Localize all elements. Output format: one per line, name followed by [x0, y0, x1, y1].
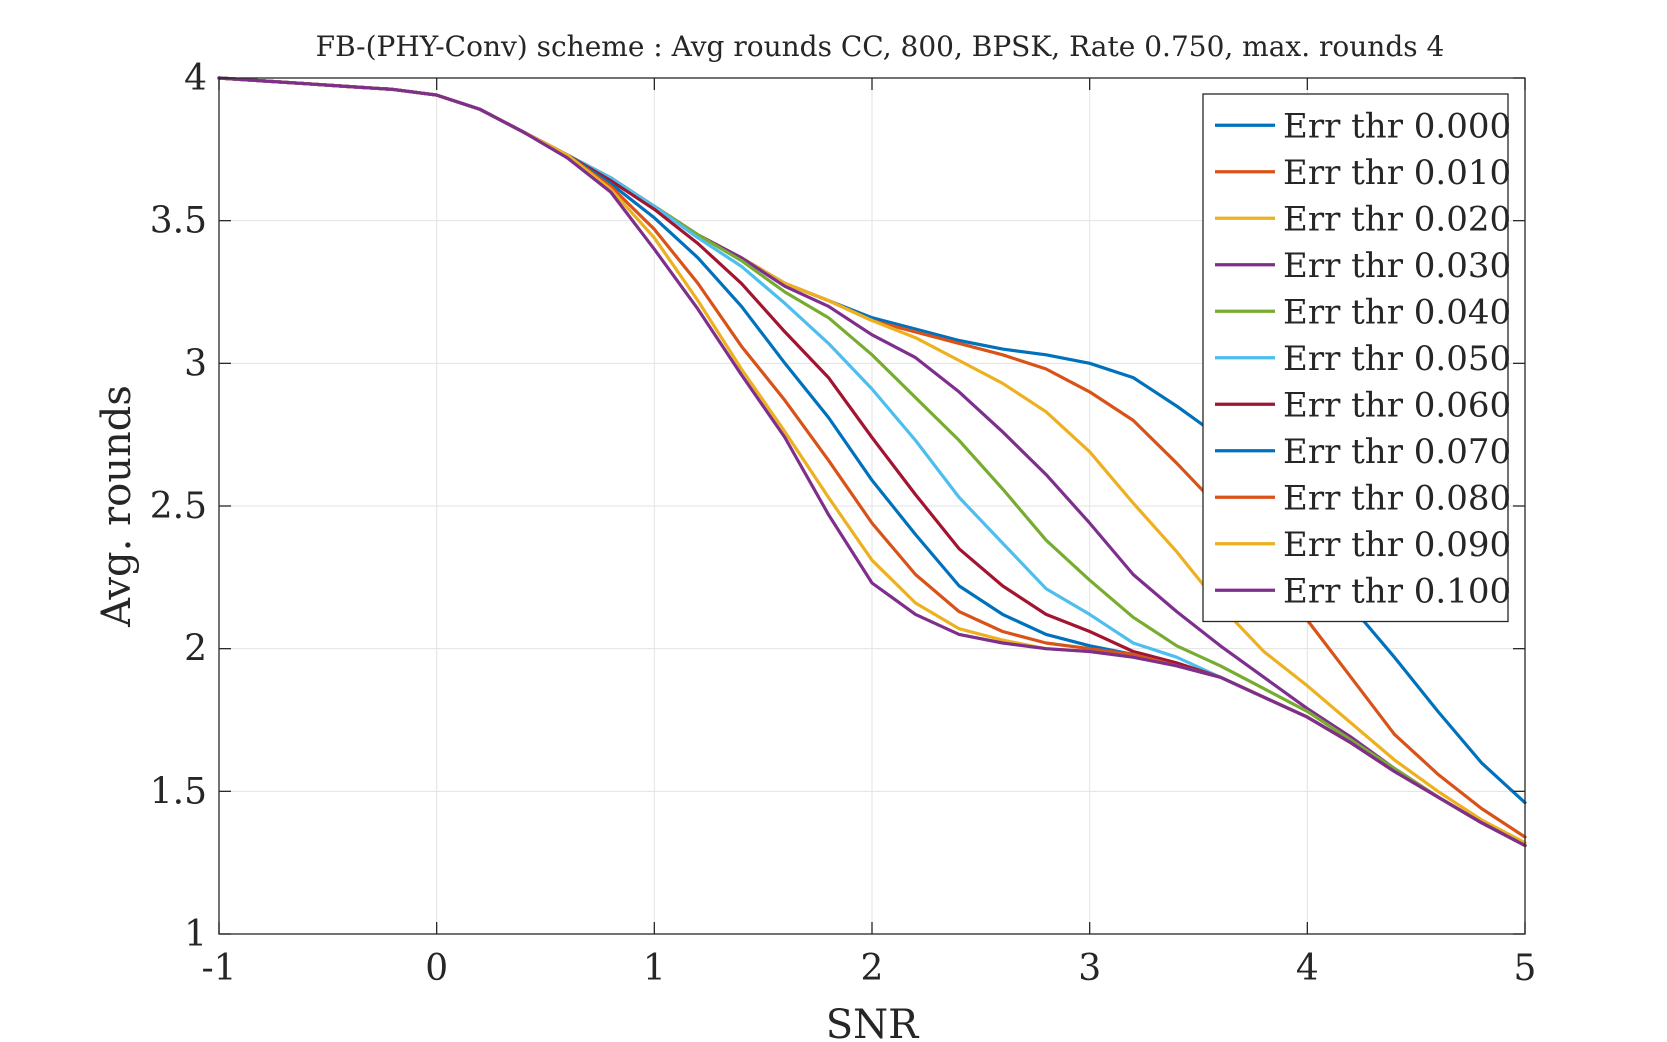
- y-tick-label: 1.5: [150, 771, 207, 812]
- y-tick-label: 4: [184, 58, 207, 99]
- y-tick-label: 1: [184, 914, 207, 955]
- legend-label: Err thr 0.070: [1283, 432, 1511, 472]
- axis-ticks: -1 0 1 2 3 4 5 1 1.5 2 2.5 3 3.5 4: [150, 58, 1537, 989]
- legend: Err thr 0.000 Err thr 0.010 Err thr 0.020 E…: [1202, 93, 1511, 623]
- x-tick-label: 1: [643, 948, 666, 989]
- y-tick-label: 2: [184, 629, 207, 670]
- y-tick-label: 3.5: [150, 201, 207, 242]
- x-tick-label: 0: [425, 948, 448, 989]
- y-tick-label: 3: [184, 343, 207, 384]
- legend-label: Err thr 0.100: [1283, 571, 1511, 611]
- x-tick-label: 2: [861, 948, 884, 989]
- legend-label: Err thr 0.000: [1283, 106, 1511, 146]
- legend-label: Err thr 0.080: [1283, 478, 1511, 518]
- x-tick-label: 5: [1514, 948, 1537, 989]
- legend-label: Err thr 0.060: [1283, 385, 1511, 425]
- legend-label: Err thr 0.020: [1283, 199, 1511, 239]
- x-tick-label: 4: [1296, 948, 1319, 989]
- x-tick-label: -1: [201, 948, 236, 989]
- chart-title: FB-(PHY-Conv) scheme : Avg rounds CC, 80…: [316, 30, 1445, 63]
- x-tick-label: 3: [1078, 948, 1101, 989]
- series-layer: [217, 76, 1527, 848]
- legend-label: Err thr 0.050: [1283, 339, 1511, 379]
- y-tick-label: 2.5: [150, 486, 207, 527]
- x-axis-label: SNR: [826, 1002, 920, 1042]
- series-line: [217, 76, 1527, 848]
- legend-label: Err thr 0.010: [1283, 153, 1511, 193]
- y-axis-label: Avg. rounds: [94, 385, 140, 628]
- legend-label: Err thr 0.030: [1283, 246, 1511, 286]
- legend-label: Err thr 0.040: [1283, 292, 1511, 332]
- legend-label: Err thr 0.090: [1283, 525, 1511, 565]
